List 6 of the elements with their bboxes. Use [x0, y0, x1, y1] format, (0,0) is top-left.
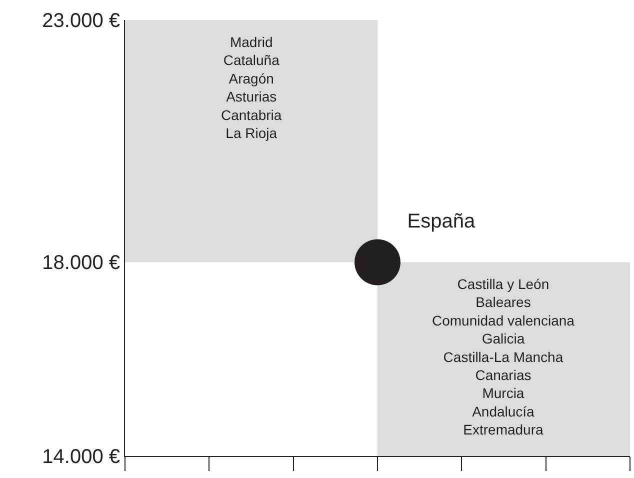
- text: Castilla y León Baleares Comunidad valenciana Galicia Castilla-La Mancha Canarias Murcia Andalucía Extremadura: [432, 276, 574, 438]
- y-tick-label: 18.000 €: [42, 252, 120, 274]
- y-tick-label: 14.000 €: [42, 446, 120, 468]
- y-tick-label: 23.000 €: [42, 10, 120, 32]
- series-label: España: [407, 210, 476, 232]
- band-label: Madrid Cataluña Aragón Asturias Cantabria La Rioja: [221, 34, 282, 141]
